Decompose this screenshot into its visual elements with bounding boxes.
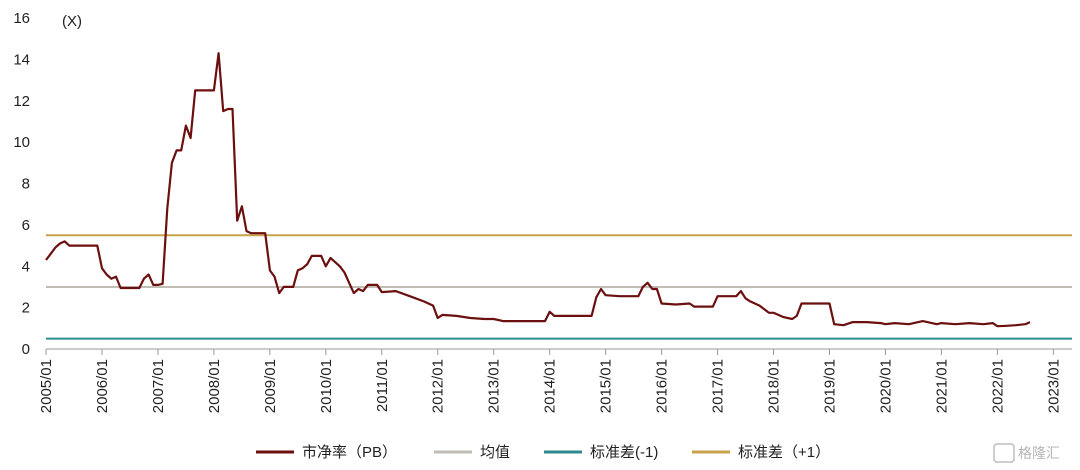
x-tick-label: 2009/01 — [262, 359, 279, 413]
x-tick-label: 2007/01 — [150, 359, 167, 413]
x-tick-label: 2011/01 — [374, 359, 391, 412]
x-tick-label: 2019/01 — [821, 359, 838, 413]
x-tick-label: 2013/01 — [486, 359, 503, 413]
reference-lines — [46, 234, 1072, 340]
pb-series-line — [45, 52, 1031, 328]
y-tick-label: 8 — [22, 176, 30, 193]
y-unit-label: (X) — [62, 13, 82, 30]
x-tick-label: 2023/01 — [1045, 359, 1062, 413]
x-tick-label: 2018/01 — [766, 359, 783, 413]
watermark: 格隆汇 — [993, 443, 1060, 463]
legend-label: 标准差（+1） — [738, 444, 830, 461]
y-tick-label: 14 — [13, 51, 30, 68]
x-tick-label: 2010/01 — [318, 359, 335, 413]
x-tick-label: 2008/01 — [206, 359, 223, 413]
watermark-logo-icon — [993, 443, 1015, 463]
x-tick-label: 2014/01 — [542, 359, 559, 413]
y-tick-label: 6 — [22, 217, 30, 234]
watermark-text: 格隆汇 — [1018, 446, 1060, 462]
x-tick-label: 2016/01 — [654, 359, 671, 413]
legend: 市净率（PB） 均值 标准差(-1) 标准差（+1） — [256, 444, 830, 461]
y-tick-label: 2 — [22, 300, 30, 317]
y-tick-label: 10 — [13, 134, 30, 151]
y-axis: 0 2 4 6 8 10 12 14 16 — [13, 10, 30, 358]
legend-label: 市净率（PB） — [302, 444, 397, 461]
x-axis: 2005/01 2006/01 2007/01 2008/01 2009/01 2010/… — [38, 348, 1072, 413]
pb-series — [45, 52, 1031, 328]
x-tick-label: 2005/01 — [38, 359, 55, 413]
y-tick-label: 4 — [22, 258, 30, 275]
x-tick-label: 2012/01 — [430, 359, 447, 413]
x-tick-label: 2022/01 — [989, 359, 1006, 413]
y-tick-label: 0 — [22, 341, 30, 358]
x-tick-label: 2021/01 — [933, 359, 950, 413]
y-tick-label: 16 — [13, 10, 30, 27]
x-tick-label: 2017/01 — [710, 359, 727, 413]
legend-label: 标准差(-1) — [590, 444, 658, 461]
x-tick-label: 2020/01 — [877, 359, 894, 413]
y-tick-label: 12 — [13, 93, 30, 110]
x-tick-label: 2006/01 — [94, 359, 111, 413]
x-tick-label: 2015/01 — [598, 359, 615, 413]
legend-label: 均值 — [480, 444, 510, 461]
